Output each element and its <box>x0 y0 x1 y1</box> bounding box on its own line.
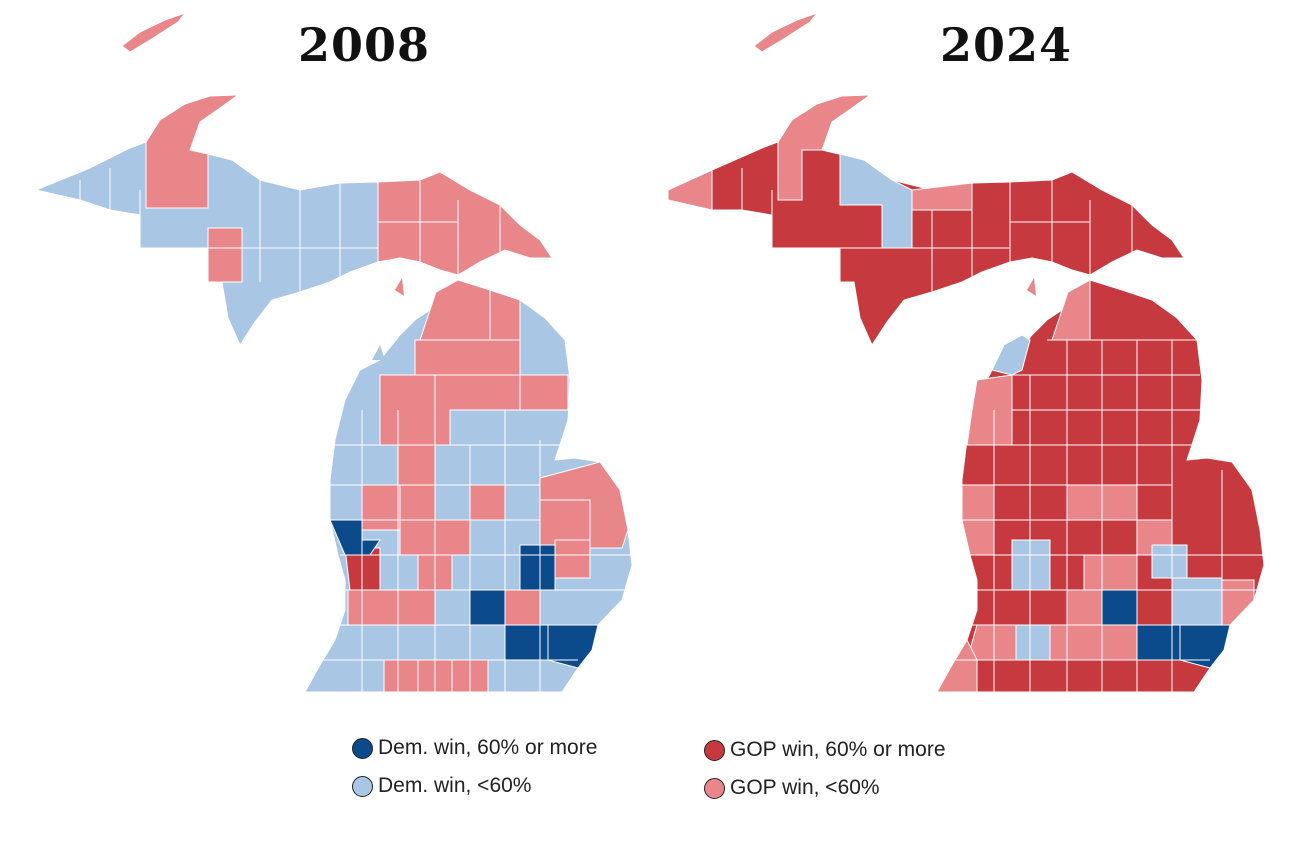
beaver-island-2024 <box>1027 278 1036 296</box>
lp-dem-strong-counties-2008 <box>329 519 599 669</box>
legend-label-dem-strong: Dem. win, 60% or more <box>378 736 598 759</box>
beaver-island-2008 <box>395 278 404 296</box>
leelanau-tip-2008 <box>372 345 385 360</box>
legend-label-dem-lean: Dem. win, <60% <box>378 774 532 797</box>
michigan-map-2024 <box>667 11 1265 693</box>
keweenaw-2024 <box>777 94 872 201</box>
lp-dem-strong-counties-2024 <box>1101 589 1231 669</box>
county-keweenaw-isle-2024 <box>753 11 819 53</box>
legend-swatch-gop-lean <box>704 777 725 799</box>
lp-county-lines-2008 <box>320 375 632 692</box>
keweenaw-peninsula <box>145 94 240 209</box>
legend-swatch-dem-lean <box>352 775 373 797</box>
legend: Dem. win, 60% or more Dem. win, <60% GOP… <box>352 736 1052 806</box>
lp-gop-lean-counties-2008 <box>347 279 629 693</box>
lp-gop-lean-counties-2024 <box>936 279 1255 693</box>
lp-county-lines-2024 <box>952 339 1264 692</box>
up-west-tip-2024 <box>667 169 713 211</box>
upper-peninsula-east <box>377 171 553 276</box>
county-keweenaw-isle <box>121 11 187 53</box>
legend-swatch-dem-strong <box>352 737 373 759</box>
michigan-map-2008 <box>34 11 633 693</box>
map-title-2008: 2008 <box>298 18 431 72</box>
county-iron <box>207 227 243 283</box>
legend-item-dem-lean: Dem. win, <60% <box>352 774 531 798</box>
legend-item-gop-strong: GOP win, 60% or more <box>704 738 946 762</box>
legend-label-gop-lean: GOP win, <60% <box>730 776 880 799</box>
legend-item-gop-lean: GOP win, <60% <box>704 776 880 800</box>
legend-item-dem-strong: Dem. win, 60% or more <box>352 736 597 760</box>
up-county-lines-2024 <box>741 168 1133 292</box>
legend-swatch-gop-strong <box>704 739 725 761</box>
up-county-lines <box>79 168 501 292</box>
legend-label-gop-strong: GOP win, 60% or more <box>730 738 946 761</box>
map-title-2024: 2024 <box>940 18 1073 72</box>
